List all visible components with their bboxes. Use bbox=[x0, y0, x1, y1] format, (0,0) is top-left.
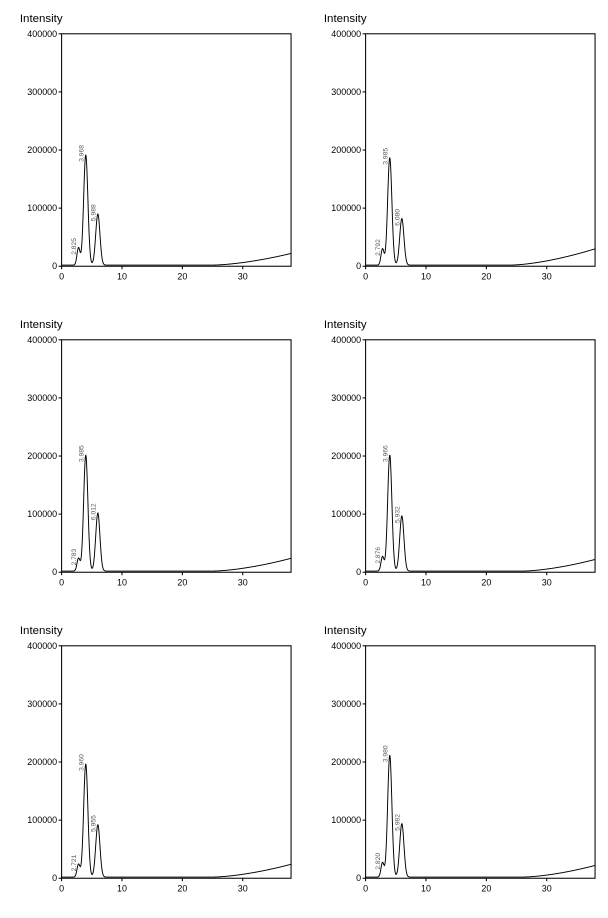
y-tick-label: 100000 bbox=[331, 203, 361, 213]
peak-label: 6.012 bbox=[90, 503, 97, 520]
peak-label: 3.968 bbox=[78, 145, 85, 162]
y-tick-label: 200000 bbox=[27, 451, 57, 461]
x-tick-label: 10 bbox=[117, 884, 127, 894]
chromatogram-panel: Intensity 0 100000 200000 300000 400000 0 10 20 3… bbox=[304, 306, 608, 612]
chromatogram-panel: Intensity 0 100000 200000 300000 400000 0 10 20 3… bbox=[0, 306, 304, 612]
x-tick-label: 20 bbox=[177, 578, 187, 588]
y-tick-label: 400000 bbox=[27, 29, 57, 39]
chromatogram-grid: Intensity 0 100000 200000 300000 400000 0 10 20 3… bbox=[0, 0, 608, 556]
peak-label: 2.721 bbox=[71, 854, 78, 871]
y-tick-label: 400000 bbox=[331, 29, 361, 39]
peak-label: 2.820 bbox=[375, 853, 382, 870]
chromatogram-svg: Intensity 0 100000 200000 300000 400000 0 10 20 3… bbox=[306, 310, 604, 608]
y-tick-label: 300000 bbox=[27, 87, 57, 97]
y-tick-label: 300000 bbox=[331, 87, 361, 97]
y-tick-label: 400000 bbox=[27, 335, 57, 345]
y-axis-label: Intensity bbox=[20, 13, 63, 25]
chromatogram-panel: Intensity 0 100000 200000 300000 400000 0 10 20 3… bbox=[0, 612, 304, 918]
y-axis-label: Intensity bbox=[324, 13, 367, 25]
x-tick-label: 10 bbox=[421, 578, 431, 588]
x-tick-label: 20 bbox=[481, 884, 491, 894]
y-axis-label: Intensity bbox=[20, 319, 63, 331]
peak-label: 6.080 bbox=[394, 209, 401, 226]
y-tick-label: 300000 bbox=[27, 699, 57, 709]
x-tick-label: 20 bbox=[481, 272, 491, 282]
y-axis-label: Intensity bbox=[324, 625, 367, 637]
peak-label: 5.955 bbox=[90, 815, 97, 832]
peak-label: 3.985 bbox=[382, 148, 389, 165]
y-tick-label: 0 bbox=[52, 873, 57, 883]
y-tick-label: 100000 bbox=[27, 203, 57, 213]
chromatogram-panel: Intensity 0 100000 200000 300000 400000 0 10 20 3… bbox=[0, 0, 304, 306]
chromatogram-svg: Intensity 0 100000 200000 300000 400000 0 10 20 3… bbox=[306, 616, 604, 914]
x-tick-label: 0 bbox=[59, 884, 64, 894]
y-tick-label: 100000 bbox=[27, 509, 57, 519]
x-tick-label: 20 bbox=[177, 272, 187, 282]
chromatogram-svg: Intensity 0 100000 200000 300000 400000 0 10 20 3… bbox=[306, 4, 604, 302]
x-tick-label: 20 bbox=[481, 578, 491, 588]
chromatogram-panel: Intensity 0 100000 200000 300000 400000 0 10 20 3… bbox=[304, 612, 608, 918]
chromatogram-panel: Intensity 0 100000 200000 300000 400000 0 10 20 3… bbox=[304, 0, 608, 306]
x-tick-label: 0 bbox=[363, 578, 368, 588]
peak-label: 2.876 bbox=[375, 547, 382, 564]
x-tick-label: 30 bbox=[542, 272, 552, 282]
y-tick-label: 400000 bbox=[27, 641, 57, 651]
chromatogram-svg: Intensity 0 100000 200000 300000 400000 0 10 20 3… bbox=[2, 4, 300, 302]
y-tick-label: 100000 bbox=[331, 509, 361, 519]
peak-label: 5.982 bbox=[394, 814, 401, 831]
y-tick-label: 300000 bbox=[331, 699, 361, 709]
peak-label: 2.792 bbox=[375, 239, 382, 256]
y-tick-label: 0 bbox=[356, 261, 361, 271]
peak-label: 3.985 bbox=[78, 445, 85, 462]
x-tick-label: 10 bbox=[117, 272, 127, 282]
y-tick-label: 200000 bbox=[331, 451, 361, 461]
peak-label: 3.960 bbox=[78, 754, 85, 771]
y-tick-label: 200000 bbox=[331, 757, 361, 767]
y-tick-label: 400000 bbox=[331, 335, 361, 345]
x-tick-label: 30 bbox=[542, 578, 552, 588]
y-tick-label: 200000 bbox=[331, 145, 361, 155]
y-tick-label: 0 bbox=[356, 567, 361, 577]
y-tick-label: 100000 bbox=[331, 815, 361, 825]
chromatogram-svg: Intensity 0 100000 200000 300000 400000 0 10 20 3… bbox=[2, 616, 300, 914]
y-axis-label: Intensity bbox=[20, 625, 63, 637]
y-axis-label: Intensity bbox=[324, 319, 367, 331]
x-tick-label: 30 bbox=[238, 272, 248, 282]
y-tick-label: 100000 bbox=[27, 815, 57, 825]
y-tick-label: 0 bbox=[52, 261, 57, 271]
y-tick-label: 400000 bbox=[331, 641, 361, 651]
x-tick-label: 10 bbox=[421, 884, 431, 894]
peak-label: 2.825 bbox=[71, 238, 78, 255]
y-tick-label: 0 bbox=[356, 873, 361, 883]
peak-label: 2.783 bbox=[71, 548, 78, 565]
peak-label: 3.980 bbox=[382, 745, 389, 762]
x-tick-label: 0 bbox=[59, 272, 64, 282]
y-tick-label: 300000 bbox=[27, 393, 57, 403]
y-tick-label: 300000 bbox=[331, 393, 361, 403]
x-tick-label: 0 bbox=[363, 272, 368, 282]
x-tick-label: 30 bbox=[238, 884, 248, 894]
x-tick-label: 10 bbox=[117, 578, 127, 588]
y-tick-label: 200000 bbox=[27, 757, 57, 767]
peak-label: 5.932 bbox=[394, 506, 401, 523]
x-tick-label: 20 bbox=[177, 884, 187, 894]
x-tick-label: 10 bbox=[421, 272, 431, 282]
x-tick-label: 0 bbox=[363, 884, 368, 894]
peak-label: 3.966 bbox=[382, 445, 389, 462]
chromatogram-svg: Intensity 0 100000 200000 300000 400000 0 10 20 3… bbox=[2, 310, 300, 608]
x-tick-label: 30 bbox=[542, 884, 552, 894]
y-tick-label: 0 bbox=[52, 567, 57, 577]
x-tick-label: 0 bbox=[59, 578, 64, 588]
peak-label: 5.988 bbox=[90, 204, 97, 221]
x-tick-label: 30 bbox=[238, 578, 248, 588]
y-tick-label: 200000 bbox=[27, 145, 57, 155]
